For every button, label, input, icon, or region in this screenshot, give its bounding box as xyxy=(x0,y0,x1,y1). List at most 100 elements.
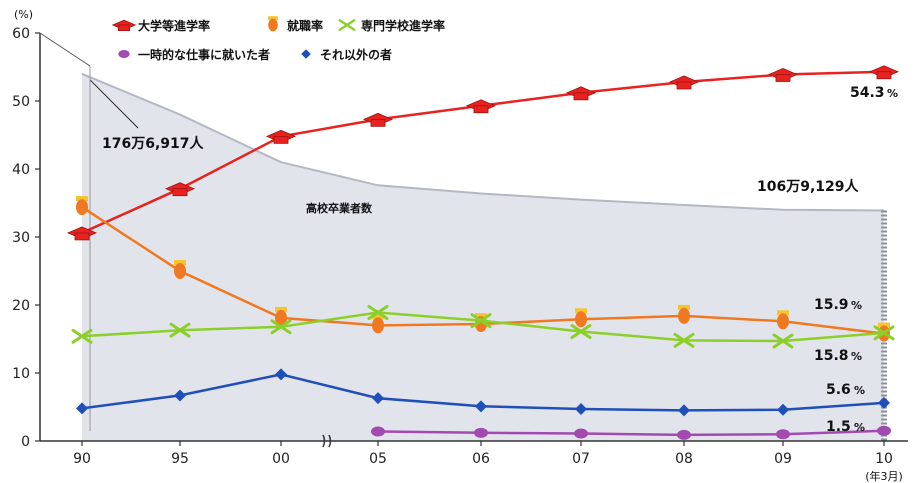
end-label-unit: % xyxy=(854,384,865,397)
marker-ribbon-top xyxy=(475,313,487,319)
legend-label: 専門学校進学率 xyxy=(361,18,445,33)
end-label: 15.8 xyxy=(814,348,849,364)
x-tick-label: 00 xyxy=(272,451,290,467)
marker-scissors-b xyxy=(367,304,389,320)
legend-label: 就職率 xyxy=(287,18,323,33)
marker-diamond xyxy=(372,392,384,405)
end-label-unit: % xyxy=(854,421,865,434)
marker-mortarboard-cap xyxy=(118,24,131,31)
marker-ribbon-top xyxy=(275,306,287,312)
marker-ribbon xyxy=(76,199,88,216)
graduates-start-label: 176万6,917人 xyxy=(102,135,205,152)
marker-diamond xyxy=(475,400,487,413)
marker-circle xyxy=(574,428,588,439)
labels-layer: 54.3 %15.9 %15.8 %5.6 %1.5% xyxy=(814,85,898,435)
marker-ribbon xyxy=(575,311,587,328)
end-label: 54.3 xyxy=(850,85,885,101)
marker-mortarboard-cap xyxy=(273,135,289,144)
marker-ribbon-top xyxy=(174,260,186,265)
series-line xyxy=(377,429,885,437)
end-label: 5.6 xyxy=(826,382,851,398)
marker-circle xyxy=(371,426,385,437)
legend-item-4: それ以外の者 xyxy=(301,47,392,62)
marker-diamond xyxy=(275,368,287,381)
y-unit-label: (%) xyxy=(14,8,33,21)
marker-mortarboard-cap xyxy=(172,188,188,197)
x-tick-label: 09 xyxy=(774,451,792,467)
x-tick-label: 06 xyxy=(472,451,490,467)
y-tick-label: 40 xyxy=(12,162,30,178)
marker-scissors-b xyxy=(470,313,492,329)
marker-ribbon-top xyxy=(76,196,88,202)
y-tick-label: 10 xyxy=(12,366,30,382)
marker-ribbon-top xyxy=(678,304,690,310)
x-unit-label: (年3月) xyxy=(865,469,903,483)
marker-mortarboard-cap xyxy=(74,232,90,241)
x-tick-label: 95 xyxy=(171,451,189,467)
legend-item-0: 大学等進学率 xyxy=(111,18,210,33)
marker-ribbon xyxy=(268,18,278,32)
marker-mortarboard-cap xyxy=(473,105,489,114)
marker-ribbon xyxy=(777,313,789,330)
series-4 xyxy=(76,368,890,417)
marker-ribbon xyxy=(372,317,384,334)
marker-scissors-b xyxy=(570,324,592,340)
graduates-end-label: 106万9,129人 xyxy=(757,178,860,195)
x-tick-label: 08 xyxy=(675,451,693,467)
marker-circle xyxy=(776,429,790,440)
marker-ribbon xyxy=(678,307,690,324)
legend-label: それ以外の者 xyxy=(320,47,392,62)
marker-ribbon xyxy=(275,309,287,326)
end-label-unit: % xyxy=(851,299,862,312)
legend-item-3: 一時的な仕事に就いた者 xyxy=(118,47,270,62)
series-3 xyxy=(371,425,891,440)
marker-scissors-b xyxy=(270,319,292,335)
marker-ribbon-top xyxy=(575,308,587,314)
x-axis-break xyxy=(322,434,332,448)
marker-scissors-b xyxy=(673,332,695,348)
graduates-area-label: 高校卒業者数 xyxy=(306,201,373,215)
series-layer xyxy=(66,65,900,440)
axes-layer: 0 10 20 30 40 50 60 (%) 90 95 00 05 06 07 08 09 10 (年3月) xyxy=(12,8,908,483)
y-tick-label: 20 xyxy=(12,298,30,314)
marker-ribbon-top xyxy=(777,310,789,316)
marker-diamond xyxy=(174,389,186,402)
marker-ribbon-top xyxy=(372,314,384,320)
x-tick-label: 90 xyxy=(73,451,91,467)
marker-circle xyxy=(877,425,891,436)
marker-ribbon xyxy=(174,263,186,279)
graduates-area xyxy=(82,73,884,442)
marker-mortarboard-cap xyxy=(775,74,791,82)
x-tick-label: 05 xyxy=(369,451,387,467)
graduates-start-leader xyxy=(89,79,139,129)
legend-label: 大学等進学率 xyxy=(138,18,210,33)
marker-diamond xyxy=(76,402,88,415)
end-label: 15.9 xyxy=(814,297,849,313)
end-label-unit: % xyxy=(851,350,862,363)
end-label: 1.5 xyxy=(826,419,851,435)
x-tick-label: 10 xyxy=(875,451,893,467)
series-0 xyxy=(66,65,900,241)
y-tick-label: 0 xyxy=(21,434,30,450)
marker-ribbon-top xyxy=(268,16,278,21)
legend-item-1: 就職率 xyxy=(268,16,323,33)
y-tick-label: 30 xyxy=(12,230,30,246)
marker-diamond xyxy=(878,396,890,409)
marker-scissors-b xyxy=(338,19,356,31)
marker-scissors-b xyxy=(772,333,794,349)
marker-circle xyxy=(474,427,488,438)
end-label-unit: % xyxy=(887,87,898,100)
marker-circle xyxy=(118,50,130,58)
marker-diamond xyxy=(678,404,690,417)
marker-mortarboard-cap xyxy=(573,92,589,101)
marker-scissors-b xyxy=(71,328,93,344)
x-tick-label: 07 xyxy=(572,451,590,467)
marker-circle xyxy=(677,429,691,440)
marker-scissors-b xyxy=(169,322,191,338)
marker-diamond xyxy=(777,403,789,416)
marker-ribbon-top xyxy=(878,322,890,328)
series-2 xyxy=(71,304,895,349)
marker-diamond xyxy=(301,49,311,59)
